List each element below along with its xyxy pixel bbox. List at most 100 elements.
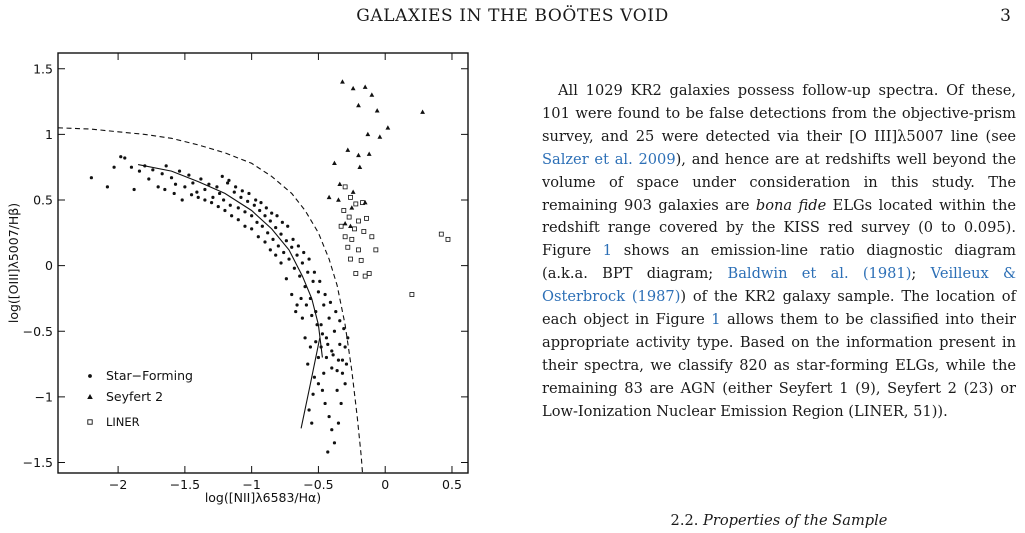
star-forming-point <box>256 235 260 239</box>
liner-point <box>353 271 359 276</box>
bpt-diagram-figure: −2 −1.5 −1 −0.5 0 0.5 −1.5 −1 −0.5 0 0.5 1 1.5 Star−… <box>0 40 475 520</box>
star-forming-point <box>344 362 349 366</box>
star-forming-point <box>274 225 278 230</box>
star-forming-point <box>282 250 286 255</box>
text-run: shows an emission-line ratio diagnostic … <box>542 242 1016 283</box>
star-forming-point <box>264 206 268 210</box>
star-forming-point <box>243 224 247 228</box>
star-forming-point <box>310 313 314 318</box>
star-forming-point <box>295 303 299 307</box>
star-forming-point <box>343 382 347 386</box>
y-axis-label: log([OIII]λ5007/Hβ) <box>6 203 21 323</box>
figure-ref-link[interactable]: 1 <box>711 311 721 329</box>
star-forming-point <box>240 189 244 193</box>
liner-point <box>349 236 355 242</box>
liner-point <box>364 215 369 221</box>
seyfert-2-point <box>357 164 363 169</box>
star-forming-point <box>207 182 211 186</box>
liner-point <box>356 247 361 253</box>
star-forming-point <box>216 204 220 209</box>
liner-point <box>373 247 379 253</box>
liner-point <box>345 244 351 250</box>
y-tick-label: 0.5 <box>33 193 53 208</box>
star-forming-point <box>147 177 151 181</box>
star-forming-point <box>319 323 323 327</box>
star-forming-point <box>322 371 326 375</box>
star-forming-point <box>314 309 318 314</box>
star-forming-point <box>330 428 334 432</box>
star-forming-point <box>346 336 350 340</box>
star-forming-point <box>312 375 317 379</box>
liner-point <box>362 273 368 279</box>
star-forming-point <box>300 316 304 320</box>
x-tick-label: 0.5 <box>442 477 462 492</box>
liner-point <box>438 231 444 237</box>
dashed-demarcation-curve <box>58 127 364 473</box>
legend-label-seyfert-2: Seyfert 2 <box>106 389 163 404</box>
liner-point <box>360 200 365 206</box>
legend-label-liner: LINER <box>106 415 140 429</box>
citation-link-veilleux[interactable]: Veilleux & Osterbrock (1987) <box>542 265 1017 306</box>
italic-phrase: bona fide <box>755 196 827 214</box>
star-forming-point <box>222 198 226 202</box>
star-forming-point <box>156 185 160 189</box>
star-forming-point <box>209 201 214 205</box>
star-forming-point <box>303 336 307 340</box>
star-forming-point <box>327 316 331 320</box>
star-forming-point <box>243 210 247 214</box>
citation-link-baldwin[interactable]: Baldwin et al. (1981) <box>727 265 912 283</box>
seyfert-2-point <box>385 125 391 130</box>
star-forming-point <box>173 182 178 186</box>
legend-marker-star-forming <box>88 374 92 378</box>
bpt-diagram-chart: −2 −1.5 −1 −0.5 0 0.5 −1.5 −1 −0.5 0 0.5 1 1.5 Star−… <box>6 52 469 505</box>
star-forming-point <box>328 300 333 304</box>
star-forming-point <box>306 270 310 274</box>
seyfert-2-point <box>366 151 372 156</box>
star-forming-point <box>119 155 123 159</box>
star-forming-point <box>312 270 317 274</box>
liner-point <box>348 256 353 262</box>
star-forming-point <box>338 319 342 323</box>
star-forming-point <box>263 214 267 218</box>
star-forming-point <box>254 198 258 202</box>
plot-frame <box>57 52 469 474</box>
star-forming-point <box>191 181 195 185</box>
star-forming-point <box>239 195 243 199</box>
legend-marker-seyfert-2 <box>87 394 93 399</box>
text-run: ), and hence are at redshifts well beyon… <box>542 150 1016 214</box>
star-forming-point <box>112 165 116 169</box>
star-forming-point <box>215 185 219 189</box>
x-axis-label: log([NII]λ6583/Hα) <box>205 490 321 505</box>
star-forming-point <box>230 214 234 218</box>
liner-point <box>338 223 344 229</box>
star-forming-point <box>306 362 310 366</box>
star-forming-point <box>319 345 323 349</box>
star-forming-point <box>304 303 309 307</box>
star-forming-point <box>223 208 227 213</box>
star-forming-point <box>343 345 347 349</box>
citation-link-salzer[interactable]: Salzer et al. 2009 <box>542 150 676 168</box>
star-forming-point <box>177 169 182 173</box>
x-tick-label: −2 <box>109 477 127 492</box>
solid-mean-track-curve <box>137 164 323 358</box>
text-run: ; <box>911 265 931 283</box>
seyfert-2-point <box>345 147 351 152</box>
star-forming-point <box>314 340 318 344</box>
star-forming-point <box>169 176 174 180</box>
star-forming-point <box>339 401 343 406</box>
star-forming-point <box>259 201 263 205</box>
y-tick-label: −1 <box>35 389 53 404</box>
axis-ticks: −2 −1.5 −1 −0.5 0 0.5 −1.5 −1 −0.5 0 0.5 1 1.5 <box>23 53 468 492</box>
liner-point <box>445 236 451 242</box>
star-forming-point <box>295 253 299 257</box>
x-tick-label: 0 <box>381 477 389 492</box>
star-forming-point <box>324 355 329 360</box>
star-forming-point <box>266 231 270 235</box>
seyfert-2-point <box>374 108 380 113</box>
star-forming-point <box>143 164 147 168</box>
y-tick-label: 1.5 <box>33 61 53 76</box>
star-forming-point <box>89 176 93 180</box>
star-forming-point <box>332 441 337 445</box>
figure-ref-link[interactable]: 1 <box>602 242 613 260</box>
star-forming-point <box>296 244 300 248</box>
